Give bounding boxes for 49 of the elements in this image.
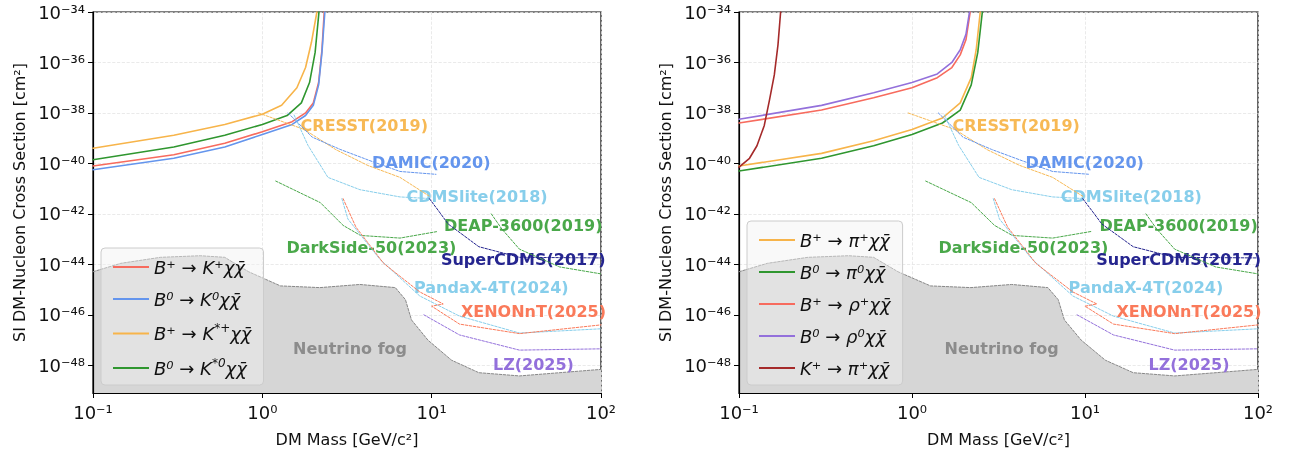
y-tick-label: 10⁻⁴⁴ (684, 253, 731, 275)
x-tick-label: 10⁻¹ (73, 401, 113, 423)
annotation: LZ(2025) (492, 354, 574, 374)
y-tick-label: 10⁻³⁴ (684, 1, 731, 23)
y-tick-label: 10⁻³⁸ (684, 102, 731, 124)
x-tick-label: 10⁻¹ (719, 401, 759, 423)
x-tick-label: 10¹ (1069, 401, 1101, 423)
annotation: Neutrino fog (944, 338, 1059, 358)
annotation: CDMSlite(2018) (1060, 187, 1202, 207)
x-tick-label: 10² (1242, 401, 1274, 423)
x-tick-label: 10⁰ (247, 401, 278, 423)
annotation: CRESST(2019) (952, 115, 1080, 135)
annotation: DAMIC(2020) (1025, 152, 1144, 172)
y-tick-label: 10⁻⁴⁸ (38, 354, 85, 376)
legend-label: B⁰ → ρ⁰χχ̄ (800, 325, 888, 347)
x-axis-title: DM Mass [GeV/c²] (927, 429, 1070, 449)
y-tick-label: 10⁻⁴² (684, 203, 731, 225)
y-axis-title: SI DM-Nucleon Cross Section [cm²] (655, 63, 675, 342)
y-axis-title: SI DM-Nucleon Cross Section [cm²] (9, 63, 29, 342)
legend-label: B⁺ → K⁺χχ̄ (154, 256, 247, 278)
legend-label: B⁰ → π⁰χχ̄ (800, 261, 887, 283)
legend-label: B⁰ → K⁰χχ̄ (154, 288, 242, 310)
x-axis-title: DM Mass [GeV/c²] (275, 429, 419, 449)
x-tick-label: 10² (585, 401, 617, 423)
annotation: Neutrino fog (293, 338, 408, 358)
y-tick-label: 10⁻⁴⁰ (684, 152, 731, 174)
legend-label: B⁺ → K*+χχ̄ (154, 321, 253, 344)
annotation: DAMIC(2020) (372, 152, 491, 172)
y-tick-label: 10⁻⁴⁶ (684, 304, 731, 326)
y-tick-label: 10⁻⁴⁴ (38, 253, 85, 275)
y-tick-label: 10⁻³⁴ (38, 1, 85, 23)
legend-label: B⁺ → π⁺χχ̄ (800, 229, 892, 251)
y-tick-label: 10⁻³⁶ (38, 51, 85, 73)
x-tick-label: 10⁰ (896, 401, 928, 423)
annotation: DEAP-3600(2019) (1099, 215, 1258, 235)
y-tick-label: 10⁻³⁸ (38, 102, 85, 124)
legend-label: K⁺ → π⁺χχ̄ (800, 357, 891, 379)
annotation: CRESST(2019) (300, 115, 428, 135)
y-tick-label: 10⁻⁴⁰ (38, 152, 85, 174)
y-tick-label: 10⁻⁴⁶ (38, 304, 85, 326)
annotation: PandaX-4T(2024) (1068, 278, 1224, 298)
y-tick-label: 10⁻⁴⁸ (684, 354, 731, 376)
annotation: CDMSlite(2018) (406, 187, 548, 207)
annotation: PandaX-4T(2024) (413, 278, 569, 298)
annotation: LZ(2025) (1148, 354, 1230, 374)
legend-label: B⁺ → ρ⁺χχ̄ (800, 293, 892, 315)
y-tick-label: 10⁻³⁶ (684, 51, 731, 73)
y-tick-label: 10⁻⁴² (38, 203, 85, 225)
x-tick-label: 10¹ (416, 401, 447, 423)
